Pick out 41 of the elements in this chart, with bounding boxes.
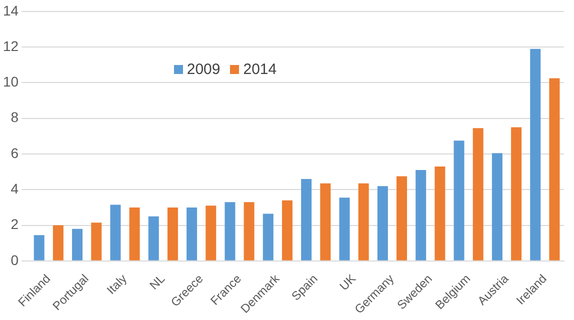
x-tick-label: UK	[336, 272, 359, 294]
bar	[339, 198, 350, 260]
legend-label: 2009	[186, 61, 220, 78]
bar	[148, 216, 159, 260]
bar	[186, 207, 198, 260]
bar	[206, 206, 216, 260]
bar	[72, 228, 83, 260]
bar	[416, 170, 426, 260]
y-tick-label: 10	[2, 74, 19, 90]
bar	[454, 140, 464, 260]
y-tick-label: 8	[10, 109, 19, 126]
bar	[110, 204, 121, 260]
bar	[549, 78, 560, 260]
bar	[396, 176, 408, 260]
bar	[34, 235, 44, 260]
bar	[320, 183, 331, 260]
bar	[52, 225, 64, 260]
y-tick-label: 12	[2, 38, 19, 54]
bar	[492, 153, 502, 260]
x-tick-label: Italy	[104, 272, 130, 298]
y-tick-label: 2	[10, 216, 19, 232]
y-tick-label: 14	[2, 2, 19, 18]
bar	[434, 166, 446, 260]
bar	[358, 183, 369, 260]
bar	[511, 127, 522, 260]
bar	[167, 207, 178, 260]
bar	[377, 186, 388, 260]
bar	[224, 202, 236, 260]
bar	[301, 178, 312, 260]
y-tick-label: 6	[10, 144, 19, 161]
bar	[472, 128, 484, 260]
legend-label: 2014	[242, 61, 277, 78]
bar	[244, 202, 254, 260]
bar	[282, 200, 292, 260]
bar	[129, 207, 140, 260]
y-tick-label: 4	[10, 180, 19, 196]
y-tick-label: 0	[10, 252, 19, 268]
bar	[91, 222, 102, 260]
x-tick-label: NL	[146, 271, 168, 292]
bar	[530, 48, 541, 260]
bar	[262, 214, 274, 260]
